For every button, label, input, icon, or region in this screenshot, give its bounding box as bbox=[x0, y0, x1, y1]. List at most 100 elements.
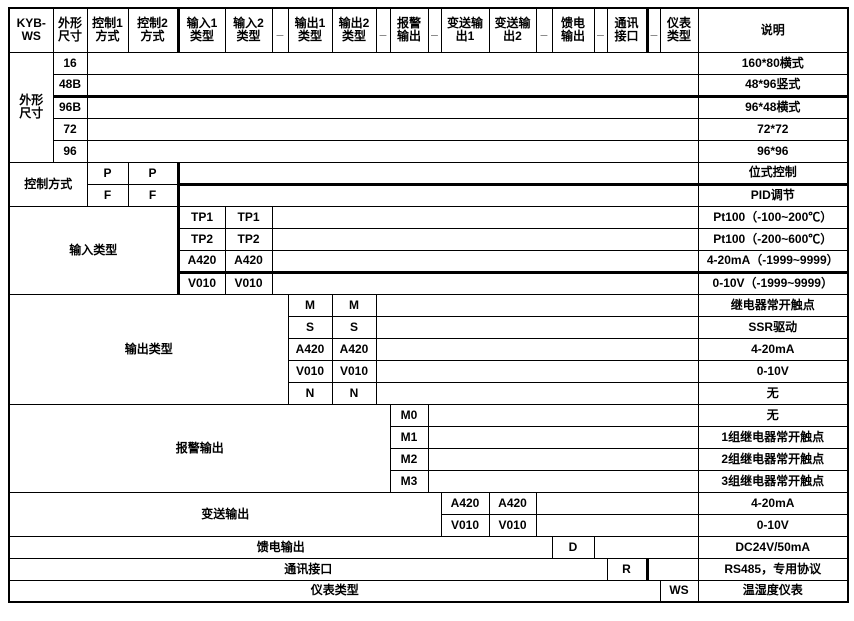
control-code-cell: P bbox=[86, 161, 129, 185]
desc-cell: 96*96 bbox=[697, 139, 849, 163]
desc-cell: SSR驱动 bbox=[697, 315, 849, 339]
section-label-power: 馈电输出 bbox=[8, 535, 553, 559]
empty-cell bbox=[427, 447, 699, 471]
section-label-alarm: 报警输出 bbox=[8, 403, 391, 493]
header-separator: _ bbox=[535, 7, 553, 53]
input-code-cell: TP2 bbox=[176, 227, 226, 251]
comm-code-cell: R bbox=[606, 557, 648, 581]
empty-cell bbox=[427, 403, 699, 427]
input-code-cell: TP1 bbox=[224, 205, 273, 229]
input-code-cell: V010 bbox=[224, 271, 273, 295]
output-code-cell: M bbox=[287, 293, 333, 317]
transmit-code-cell: A420 bbox=[440, 491, 490, 515]
output-code-cell: N bbox=[331, 381, 377, 405]
empty-cell bbox=[86, 95, 699, 119]
header-control1: 控制1 方式 bbox=[86, 7, 129, 53]
header-input2: 输入2 类型 bbox=[224, 7, 273, 53]
section-label-input: 输入类型 bbox=[8, 205, 179, 295]
empty-cell bbox=[86, 139, 699, 163]
header-comm: 通讯 接口 bbox=[606, 7, 648, 53]
output-code-cell: A420 bbox=[287, 337, 333, 361]
size-code-cell: 16 bbox=[52, 51, 88, 75]
input-code-cell: V010 bbox=[176, 271, 226, 295]
header-separator: _ bbox=[271, 7, 289, 53]
desc-cell: 48*96竖式 bbox=[697, 73, 849, 98]
empty-cell bbox=[375, 381, 699, 405]
header-size: 外形 尺寸 bbox=[52, 7, 88, 53]
desc-cell: Pt100（-200~600℃） bbox=[697, 227, 849, 251]
header-input1: 输入1 类型 bbox=[176, 7, 226, 53]
header-power: 馈电 输出 bbox=[551, 7, 595, 53]
empty-cell bbox=[86, 117, 699, 141]
desc-cell: 4-20mA bbox=[697, 337, 849, 361]
header-output1: 输出1 类型 bbox=[287, 7, 333, 53]
desc-cell: 160*80横式 bbox=[697, 51, 849, 75]
control-code-cell: F bbox=[86, 183, 129, 207]
section-label-size: 外形 尺寸 bbox=[8, 51, 54, 163]
size-code-cell: 96B bbox=[52, 95, 88, 119]
input-code-cell: TP1 bbox=[176, 205, 226, 229]
output-code-cell: V010 bbox=[287, 359, 333, 383]
desc-cell: 3组继电器常开触点 bbox=[697, 469, 849, 493]
empty-cell bbox=[176, 161, 699, 186]
empty-cell bbox=[271, 249, 699, 274]
desc-cell: 72*72 bbox=[697, 117, 849, 141]
desc-cell: 位式控制 bbox=[697, 161, 849, 186]
desc-cell: 4-20mA（-1999~9999） bbox=[697, 249, 849, 274]
transmit-code-cell: A420 bbox=[488, 491, 537, 515]
desc-cell: 0-10V bbox=[697, 359, 849, 383]
input-code-cell: A420 bbox=[176, 249, 226, 274]
empty-cell bbox=[86, 73, 699, 98]
empty-cell bbox=[375, 315, 699, 339]
empty-cell bbox=[176, 183, 699, 207]
header-meter-type: 仪表 类型 bbox=[659, 7, 699, 53]
header-control2: 控制2 方式 bbox=[127, 7, 179, 53]
desc-cell: 0-10V bbox=[697, 513, 849, 537]
empty-cell bbox=[271, 227, 699, 251]
model-selection-table: KYB- WS 外形 尺寸 控制1 方式 控制2 方式 输入1 类型 输入2 类… bbox=[8, 7, 849, 603]
empty-cell bbox=[645, 557, 699, 581]
section-label-transmit: 变送输出 bbox=[8, 491, 442, 537]
output-code-cell: M bbox=[331, 293, 377, 317]
output-code-cell: N bbox=[287, 381, 333, 405]
header-separator: _ bbox=[645, 7, 661, 53]
empty-cell bbox=[535, 513, 699, 537]
desc-cell: 无 bbox=[697, 403, 849, 427]
alarm-code-cell: M1 bbox=[389, 425, 429, 449]
output-code-cell: A420 bbox=[331, 337, 377, 361]
output-code-cell: S bbox=[331, 315, 377, 339]
control-code-cell: F bbox=[127, 183, 179, 207]
desc-cell: RS485，专用协议 bbox=[697, 557, 849, 581]
header-transmit2: 变送输 出2 bbox=[488, 7, 537, 53]
desc-cell: 继电器常开触点 bbox=[697, 293, 849, 317]
desc-cell: 1组继电器常开触点 bbox=[697, 425, 849, 449]
control-code-cell: P bbox=[127, 161, 179, 185]
transmit-code-cell: V010 bbox=[488, 513, 537, 537]
transmit-code-cell: V010 bbox=[440, 513, 490, 537]
section-label-meter-type: 仪表类型 bbox=[8, 579, 661, 603]
size-code-cell: 96 bbox=[52, 139, 88, 163]
header-separator: _ bbox=[427, 7, 442, 53]
empty-cell bbox=[86, 51, 699, 75]
empty-cell bbox=[375, 359, 699, 383]
header-transmit1: 变送输 出1 bbox=[440, 7, 490, 53]
header-description: 说明 bbox=[697, 7, 849, 53]
size-code-cell: 72 bbox=[52, 117, 88, 141]
desc-cell: PID调节 bbox=[697, 183, 849, 207]
header-output2: 输出2 类型 bbox=[331, 7, 377, 53]
section-label-control: 控制方式 bbox=[8, 161, 88, 207]
power-code-cell: D bbox=[551, 535, 595, 559]
meter-code-cell: WS bbox=[659, 579, 699, 603]
alarm-code-cell: M0 bbox=[389, 403, 429, 427]
output-code-cell: S bbox=[287, 315, 333, 339]
desc-cell: 0-10V（-1999~9999） bbox=[697, 271, 849, 295]
empty-cell bbox=[375, 293, 699, 317]
desc-cell: 4-20mA bbox=[697, 491, 849, 515]
size-code-cell: 48B bbox=[52, 73, 88, 98]
alarm-code-cell: M3 bbox=[389, 469, 429, 493]
desc-cell: 2组继电器常开触点 bbox=[697, 447, 849, 471]
desc-cell: DC24V/50mA bbox=[697, 535, 849, 559]
desc-cell: 无 bbox=[697, 381, 849, 405]
desc-cell: 96*48横式 bbox=[697, 95, 849, 119]
output-code-cell: V010 bbox=[331, 359, 377, 383]
